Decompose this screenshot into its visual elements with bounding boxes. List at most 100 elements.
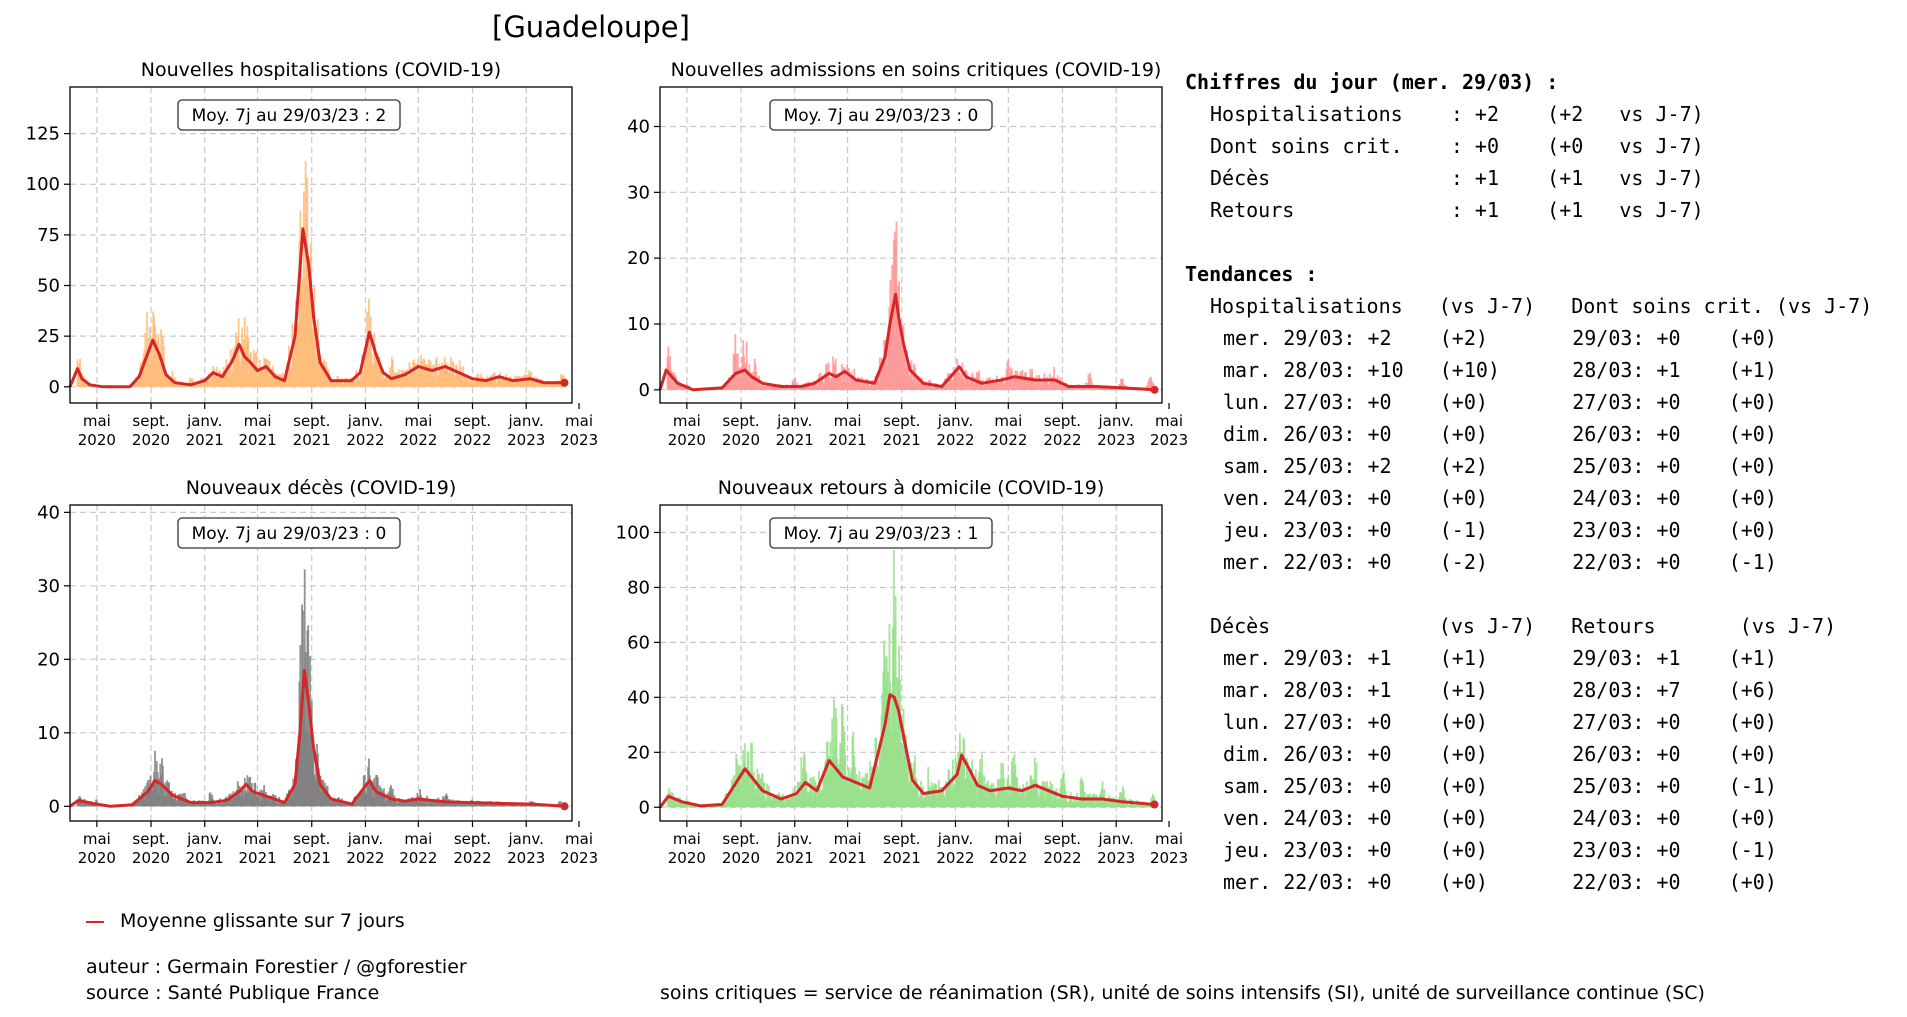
x-tick-label: mai 2022 bbox=[989, 830, 1027, 867]
bar bbox=[380, 368, 383, 387]
bar bbox=[256, 365, 259, 387]
trends-header-deces: Décès (vs J-7) Retours (vs J-7) bbox=[1210, 614, 1837, 638]
bar bbox=[1074, 798, 1077, 808]
bar bbox=[1048, 373, 1051, 390]
bar bbox=[207, 373, 210, 387]
bar bbox=[1082, 781, 1085, 808]
bar bbox=[266, 359, 269, 387]
bar bbox=[329, 377, 332, 387]
bar bbox=[859, 380, 862, 390]
trend-row-hosp: mar. 28/03: +10 (+10) 28/03: +1 (+1) bbox=[1223, 358, 1777, 382]
bar bbox=[369, 316, 372, 387]
trend-row-hosp: lun. 27/03: +0 (+0) 27/03: +0 (+0) bbox=[1223, 390, 1777, 414]
x-tick-label: mai 2023 bbox=[560, 412, 598, 449]
moving-average-line bbox=[69, 668, 565, 808]
x-tick-label: mai 2020 bbox=[668, 412, 706, 449]
bar bbox=[424, 799, 427, 807]
bar bbox=[1007, 774, 1010, 808]
bar bbox=[1051, 784, 1054, 808]
bar bbox=[805, 773, 808, 808]
trend-row-deces: mar. 28/03: +1 (+1) 28/03: +7 (+6) bbox=[1223, 678, 1777, 702]
x-tick-label: mai 2021 bbox=[828, 412, 866, 449]
x-tick-label: mai 2023 bbox=[1150, 830, 1188, 867]
bar bbox=[774, 384, 776, 390]
daily-figure-row: Dont soins crit. : +0 (+0 vs J-7) bbox=[1210, 134, 1704, 158]
bar bbox=[758, 773, 760, 808]
bar bbox=[363, 774, 366, 807]
bar bbox=[768, 791, 771, 808]
bar bbox=[1007, 359, 1010, 390]
bar bbox=[349, 377, 352, 387]
bar bbox=[1097, 796, 1100, 808]
chart-annotation: Moy. 7j au 29/03/23 : 2 bbox=[177, 99, 401, 131]
bar bbox=[499, 372, 502, 387]
annotation-text: Moy. 7j au 29/03/23 : 0 bbox=[192, 524, 387, 544]
bar bbox=[154, 750, 156, 807]
chart-soins-critiques: Nouvelles admissions en soins critiques … bbox=[627, 59, 1188, 449]
axes-frame bbox=[69, 504, 573, 822]
y-tick-label: 40 bbox=[37, 502, 60, 523]
axes-frame bbox=[69, 86, 573, 404]
bar bbox=[1053, 366, 1056, 390]
bar bbox=[792, 788, 795, 808]
bar bbox=[862, 380, 865, 390]
daily-figure-row: Hospitalisations : +2 (+2 vs J-7) bbox=[1210, 102, 1704, 126]
last-point bbox=[1150, 385, 1159, 394]
bar bbox=[916, 783, 919, 808]
bar bbox=[984, 784, 987, 808]
bar bbox=[533, 376, 536, 387]
bar bbox=[1060, 382, 1063, 390]
bar bbox=[840, 363, 843, 390]
bar bbox=[769, 383, 772, 390]
bar bbox=[1040, 379, 1042, 390]
bar bbox=[910, 762, 913, 808]
y-tick-label: 80 bbox=[627, 577, 650, 598]
y-tick-label: 20 bbox=[627, 248, 650, 269]
author-credit: auteur : Germain Forestier / @gforestier bbox=[86, 956, 467, 978]
bar bbox=[1035, 375, 1038, 390]
bar bbox=[216, 800, 219, 807]
y-tick-label: 20 bbox=[627, 742, 650, 763]
y-tick-label: 30 bbox=[627, 182, 650, 203]
bar bbox=[1076, 792, 1078, 808]
bar-series bbox=[76, 160, 566, 387]
bar bbox=[1133, 802, 1136, 808]
y-tick-label: 40 bbox=[627, 117, 650, 138]
daily-figure-row: Retours : +1 (+1 vs J-7) bbox=[1210, 198, 1704, 222]
bar bbox=[1139, 803, 1142, 808]
bar bbox=[238, 785, 241, 807]
bar bbox=[1126, 801, 1129, 808]
bar-series bbox=[666, 221, 1156, 390]
bar bbox=[1010, 368, 1013, 390]
bar bbox=[739, 771, 742, 808]
bar bbox=[323, 359, 325, 387]
bar bbox=[825, 363, 828, 390]
chart-annotation: Moy. 7j au 29/03/23 : 0 bbox=[177, 517, 401, 549]
bar bbox=[459, 367, 462, 387]
chart-title: Nouvelles admissions en soins critiques … bbox=[671, 59, 1162, 81]
y-tick-label: 0 bbox=[639, 797, 650, 818]
bar bbox=[821, 376, 824, 390]
bar bbox=[812, 380, 815, 390]
y-tick-label: 50 bbox=[37, 276, 60, 297]
bar bbox=[914, 366, 916, 390]
axes-frame bbox=[659, 504, 1163, 822]
x-tick-label: mai 2022 bbox=[399, 412, 437, 449]
bar bbox=[1049, 781, 1052, 808]
bar bbox=[394, 372, 397, 387]
trend-row-deces: lun. 27/03: +0 (+0) 27/03: +0 (+0) bbox=[1223, 710, 1777, 734]
bar bbox=[189, 377, 192, 387]
bar bbox=[355, 796, 358, 807]
bar bbox=[963, 739, 966, 808]
x-tick-label: mai 2022 bbox=[399, 830, 437, 867]
bar bbox=[986, 378, 989, 390]
x-tick-label: sept. 2021 bbox=[293, 412, 331, 449]
y-tick-label: 125 bbox=[26, 124, 60, 145]
x-tick-label: sept. 2021 bbox=[293, 830, 331, 867]
bar bbox=[391, 360, 394, 387]
chart-annotation: Moy. 7j au 29/03/23 : 1 bbox=[769, 517, 993, 549]
y-tick-label: 10 bbox=[37, 723, 60, 744]
x-tick-label: janv. 2023 bbox=[507, 830, 545, 867]
annotation-text: Moy. 7j au 29/03/23 : 2 bbox=[192, 106, 387, 126]
x-tick-label: janv. 2021 bbox=[776, 830, 814, 867]
